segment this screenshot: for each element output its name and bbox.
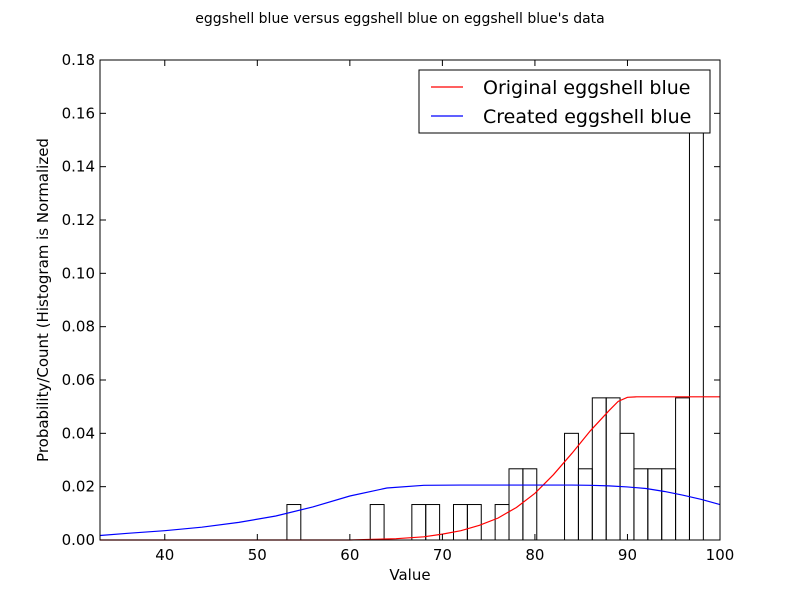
x-tick-label: 100 bbox=[706, 546, 735, 564]
histogram-bar bbox=[661, 468, 677, 541]
y-axis-label: Probability/Count (Histogram is Normaliz… bbox=[34, 138, 52, 462]
series-line-created bbox=[99, 484, 721, 537]
chart-title: eggshell blue versus eggshell blue on eg… bbox=[195, 11, 604, 27]
histogram-bar bbox=[494, 504, 510, 541]
y-tick-label: 0.18 bbox=[62, 51, 95, 69]
y-tick-label: 0.04 bbox=[62, 424, 95, 442]
y-tick-label: 0.14 bbox=[62, 158, 95, 176]
y-tick-label: 0.02 bbox=[62, 478, 95, 496]
histogram-bars bbox=[286, 112, 704, 541]
histogram-bar bbox=[675, 397, 690, 541]
histogram-bar bbox=[591, 397, 607, 541]
y-tick-label: 0.00 bbox=[62, 531, 95, 549]
y-tick-label: 0.08 bbox=[62, 318, 95, 336]
histogram-bar bbox=[647, 468, 663, 541]
series-lines bbox=[99, 396, 721, 541]
histogram-bar bbox=[605, 397, 621, 541]
x-tick-label: 60 bbox=[340, 546, 359, 564]
legend-entry-created: Created eggshell blue bbox=[483, 106, 691, 128]
legend-entry-original: Original eggshell blue bbox=[483, 77, 691, 99]
histogram-bar bbox=[452, 504, 468, 541]
histogram-bar bbox=[688, 112, 704, 541]
plot-frame bbox=[99, 59, 721, 541]
y-tick-label: 0.16 bbox=[62, 104, 95, 122]
x-axis-label: Value bbox=[389, 566, 430, 584]
x-tick-label: 70 bbox=[433, 546, 452, 564]
histogram-bar bbox=[564, 432, 579, 541]
series-line-original bbox=[100, 396, 720, 541]
x-tick-label: 50 bbox=[248, 546, 267, 564]
y-tick-label: 0.06 bbox=[62, 371, 95, 389]
histogram-bar bbox=[577, 468, 593, 541]
histogram-bar bbox=[522, 468, 538, 541]
histogram-bar bbox=[369, 504, 385, 541]
y-tick-label: 0.12 bbox=[62, 211, 95, 229]
x-tick-label: 90 bbox=[618, 546, 637, 564]
legend-box bbox=[418, 69, 711, 134]
histogram-bar bbox=[633, 468, 649, 541]
axis-ticks: 40 50 60 70 80 90 100 0.00 0.02 0.04 0.06 0.08 0.10 0… bbox=[62, 51, 735, 564]
legend: Original eggshell blue Created eggshell … bbox=[418, 69, 711, 134]
x-tick-label: 40 bbox=[155, 546, 174, 564]
x-tick-label: 80 bbox=[525, 546, 544, 564]
histogram-bar bbox=[411, 504, 427, 541]
y-tick-label: 0.10 bbox=[62, 264, 95, 282]
histogram-bar bbox=[466, 504, 482, 541]
